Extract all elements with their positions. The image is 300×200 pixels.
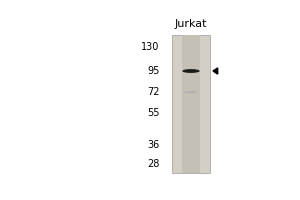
Text: 28: 28 bbox=[147, 159, 160, 169]
Ellipse shape bbox=[182, 69, 200, 73]
Polygon shape bbox=[213, 68, 218, 74]
Text: Jurkat: Jurkat bbox=[175, 19, 207, 29]
Text: 130: 130 bbox=[141, 42, 160, 52]
Ellipse shape bbox=[184, 91, 198, 93]
Text: 36: 36 bbox=[147, 140, 160, 150]
Text: 95: 95 bbox=[147, 66, 160, 76]
Text: 55: 55 bbox=[147, 108, 160, 118]
Bar bbox=[172, 35, 210, 173]
Bar bbox=[182, 35, 200, 173]
Text: 72: 72 bbox=[147, 87, 160, 97]
